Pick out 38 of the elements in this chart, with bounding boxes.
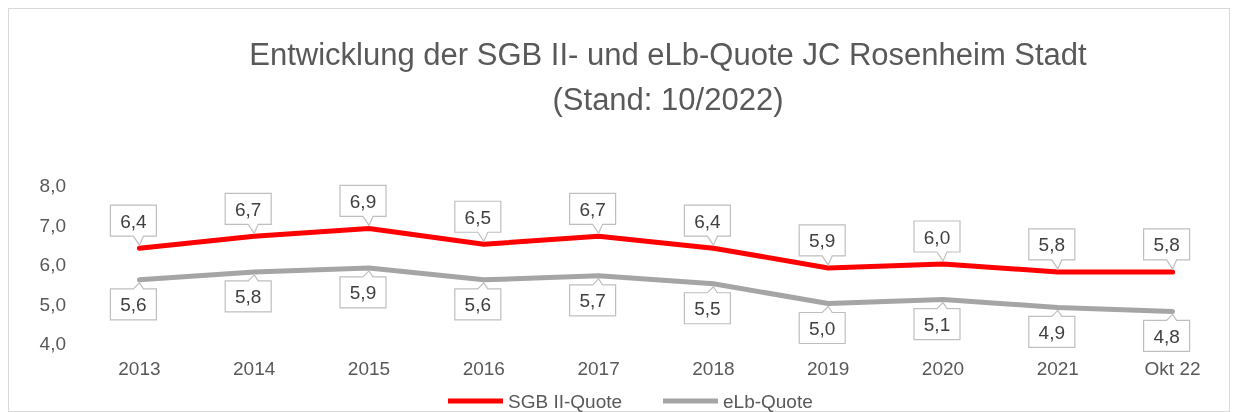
data-label: 5,8 [1153,234,1180,256]
x-tick-label: 2019 [807,358,850,379]
x-tick-label: 2018 [692,358,735,379]
data-label: 5,1 [923,314,951,336]
data-label: 6,9 [349,190,377,212]
data-label: 4,8 [1153,325,1180,347]
y-tick-label: 5,0 [39,293,66,315]
x-tick-label: 2013 [118,358,161,379]
y-tick-label: 4,0 [39,333,66,354]
data-label: 6,4 [120,210,148,232]
data-label: 5,5 [694,298,721,320]
data-label: 4,9 [1038,321,1066,343]
x-tick-label: 2014 [233,358,276,379]
legend-label: eLb-Quote [723,391,813,412]
data-label: 6,7 [579,198,606,220]
data-label: 5,0 [808,318,836,339]
x-tick-label: 2021 [1036,358,1079,379]
data-label: 6,7 [234,198,262,220]
data-label: 5,8 [234,286,262,308]
data-label: 6,5 [464,206,492,228]
data-label: 5,6 [464,294,492,316]
data-label: 5,9 [808,230,836,252]
x-tick-label: 2016 [462,358,505,379]
y-tick-label: 8,0 [39,175,66,196]
x-tick-label: Okt 22 [1144,358,1201,379]
legend-label: SGB II-Quote [508,391,623,412]
data-label: 5,6 [120,294,147,316]
chart-title: Entwicklung der SGB II- und eLb-Quote JC Rosenheim Stadt (Stand: 10/2022) [249,37,1088,117]
data-label: 6,0 [923,226,951,248]
data-label: 5,8 [1038,234,1066,256]
data-label: 5,9 [349,282,377,304]
y-tick-label: 6,0 [39,254,66,275]
data-label: 5,7 [579,290,606,312]
x-tick-label: 2020 [921,358,965,379]
data-label: 6,4 [694,210,722,232]
y-tick-label: 7,0 [39,214,66,236]
x-tick-label: 2015 [347,358,391,379]
x-tick-label: 2017 [577,358,620,379]
